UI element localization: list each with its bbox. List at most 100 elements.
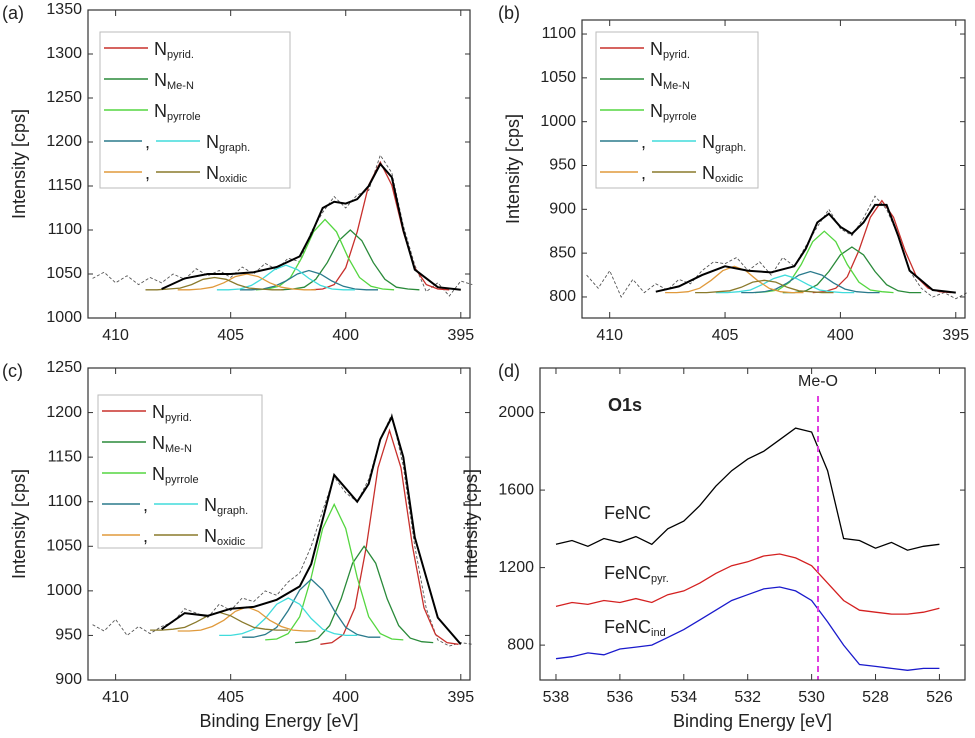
panel-label: (a) bbox=[2, 3, 24, 23]
series-name: Noxidic bbox=[702, 163, 744, 185]
x-tick-label: 400 bbox=[332, 327, 359, 344]
series-name-main: N bbox=[650, 70, 663, 90]
series-name-sub: graph. bbox=[219, 142, 250, 154]
series-line bbox=[161, 162, 461, 291]
panel: 800 850 900 950 1000 1050 1100 410 405 400 395 (b) I… bbox=[498, 3, 969, 344]
x-tick-label: 536 bbox=[607, 689, 634, 706]
series-name: Npyrid. bbox=[650, 39, 690, 61]
panel-label: (b) bbox=[498, 3, 520, 23]
y-tick-label: 950 bbox=[55, 627, 82, 644]
series-name-main: N bbox=[650, 39, 663, 59]
x-tick-label: 410 bbox=[102, 689, 129, 706]
series-line bbox=[655, 203, 956, 294]
chart-title: O1s bbox=[608, 395, 642, 415]
series-name: FeNCind bbox=[604, 617, 666, 639]
y-tick-label: 900 bbox=[55, 671, 82, 688]
y-tick-label: 1050 bbox=[46, 538, 82, 555]
series-line bbox=[754, 230, 894, 294]
y-tick-label: 1200 bbox=[46, 404, 82, 421]
x-axis-title: Binding Energy [eV] bbox=[199, 711, 358, 731]
series-name: Npyrid. bbox=[152, 402, 192, 424]
legend-frame bbox=[97, 394, 263, 549]
panel: 900 950 1000 1050 1100 1150 1200 1250 410 405 400 3… bbox=[2, 359, 474, 731]
series-name-sub: pyrrole bbox=[165, 474, 199, 486]
x-tick-label: 395 bbox=[447, 689, 474, 706]
series-line bbox=[715, 274, 855, 294]
x-tick-label: 405 bbox=[217, 327, 244, 344]
series-name-sub: Me-N bbox=[165, 443, 192, 455]
series-name-sub: oxidic bbox=[715, 173, 744, 185]
series-name: Npyrrole bbox=[650, 101, 697, 123]
y-axis-title: Intensity [cps] bbox=[503, 114, 523, 224]
x-tick-label: 395 bbox=[942, 327, 969, 344]
y-axis-title: Intensity [cps] bbox=[461, 469, 481, 579]
series-line bbox=[295, 545, 434, 644]
series-line bbox=[281, 229, 420, 291]
series-line bbox=[311, 160, 450, 291]
y-axis-title: Intensity [cps] bbox=[9, 109, 29, 219]
series-name-sub: pyrrole bbox=[663, 111, 697, 123]
series-name-main: N bbox=[206, 132, 219, 152]
y-tick-label: 1000 bbox=[540, 113, 576, 130]
plot-frame bbox=[581, 19, 966, 319]
x-tick-label: 400 bbox=[332, 689, 359, 706]
legend-comma: , bbox=[145, 132, 150, 152]
series-line bbox=[555, 553, 940, 615]
y-tick-label: 800 bbox=[507, 636, 534, 653]
y-tick-label: 1150 bbox=[48, 177, 83, 194]
series-name-sub: oxidic bbox=[219, 173, 248, 185]
y-tick-label: 1100 bbox=[542, 25, 577, 42]
series-name-sub: Me-N bbox=[167, 80, 194, 92]
y-tick-label: 1250 bbox=[46, 359, 82, 376]
series-line bbox=[812, 199, 952, 294]
series-name-sub: graph. bbox=[217, 505, 248, 517]
series-name-main: N bbox=[206, 163, 219, 183]
series-name-sub: pyrid. bbox=[165, 412, 192, 424]
series-name: FeNCpyr. bbox=[604, 563, 669, 585]
series-name-sub: pyrid. bbox=[663, 49, 690, 61]
series-name: NMe-N bbox=[154, 70, 194, 92]
series-name: Ngraph. bbox=[702, 132, 746, 154]
series-name-sub: oxidic bbox=[217, 536, 246, 548]
y-tick-label: 950 bbox=[549, 157, 576, 174]
x-tick-label: 538 bbox=[543, 689, 570, 706]
y-tick-label: 1600 bbox=[498, 481, 534, 498]
legend-comma: , bbox=[641, 163, 646, 183]
x-tick-label: 395 bbox=[447, 327, 474, 344]
series-line bbox=[555, 427, 940, 551]
series-name-main: N bbox=[702, 163, 715, 183]
series-name: Npyrrole bbox=[152, 464, 199, 486]
panel: 1000 1050 1100 1150 1200 1250 1300 1350 410 405 40… bbox=[2, 1, 474, 344]
legend-comma: , bbox=[641, 132, 646, 152]
series-name: Noxidic bbox=[204, 526, 246, 548]
series-line bbox=[145, 276, 284, 291]
y-tick-label: 1200 bbox=[46, 133, 82, 150]
series-name-main: N bbox=[204, 495, 217, 515]
series-name-main: N bbox=[702, 132, 715, 152]
series-name-main: N bbox=[154, 70, 167, 90]
series-name-sub: ind bbox=[651, 627, 666, 639]
series-line bbox=[242, 578, 381, 638]
x-tick-label: 400 bbox=[827, 327, 854, 344]
x-tick-label: 526 bbox=[926, 689, 953, 706]
series-name-main: N bbox=[152, 402, 165, 422]
y-tick-label: 800 bbox=[549, 288, 576, 305]
series-name: Noxidic bbox=[206, 163, 248, 185]
y-tick-label: 1050 bbox=[46, 265, 82, 282]
y-tick-label: 1050 bbox=[540, 69, 576, 86]
series-name-main: FeNC bbox=[604, 617, 651, 637]
series-name: Npyrid. bbox=[154, 39, 194, 61]
series-name: NMe-N bbox=[650, 70, 690, 92]
x-tick-label: 528 bbox=[862, 689, 889, 706]
y-tick-label: 1000 bbox=[46, 582, 82, 599]
legend-comma: , bbox=[143, 526, 148, 546]
series-line bbox=[695, 279, 834, 294]
plot-frame bbox=[539, 367, 966, 681]
x-tick-label: 405 bbox=[217, 689, 244, 706]
y-tick-label: 900 bbox=[549, 201, 576, 218]
series-line bbox=[265, 502, 404, 641]
